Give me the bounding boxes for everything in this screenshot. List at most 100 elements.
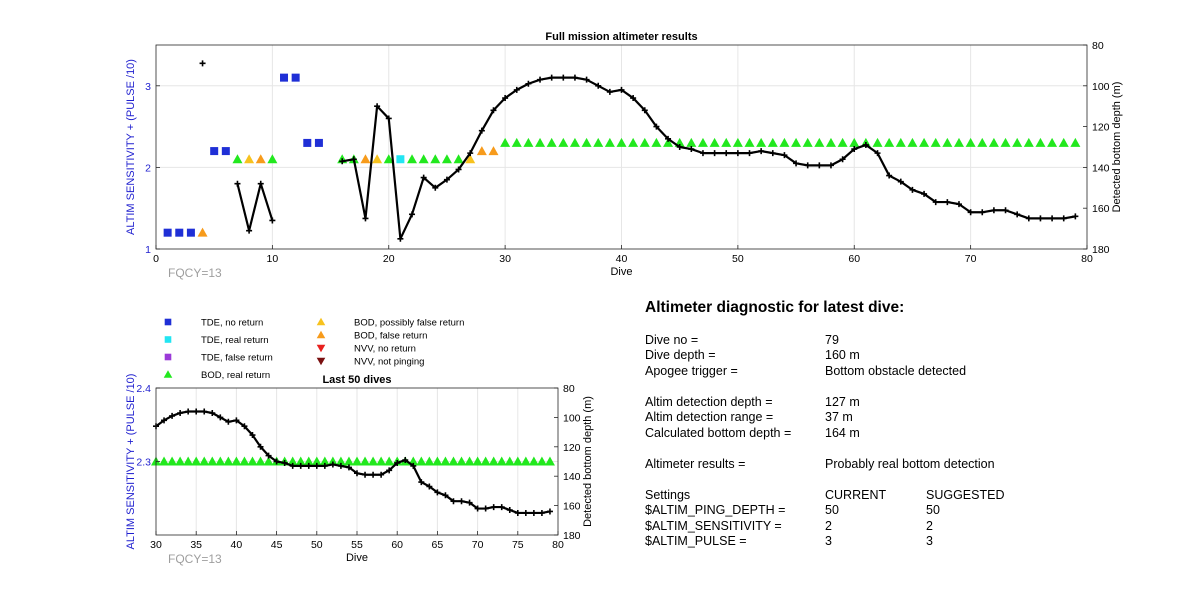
legend-label: TDE, real return (201, 335, 269, 346)
depth-point (1072, 213, 1079, 220)
data-point (849, 137, 860, 147)
detection-range-row: Altim detection range = 37 m (645, 410, 1165, 426)
data-point (895, 137, 906, 147)
depth-point (313, 462, 320, 469)
data-point (616, 137, 627, 147)
legend-item-bod-real-return: BOD, real return (163, 370, 270, 381)
apogee-trigger-label: Apogee trigger = (645, 363, 738, 378)
depth-point (723, 150, 730, 157)
legend-marker-square (164, 336, 172, 343)
data-point (628, 137, 639, 147)
altimeter-results-label: Altimeter results = (645, 456, 746, 471)
depth-point (921, 190, 928, 197)
depth-point (209, 409, 216, 416)
x-tick-label: 10 (267, 253, 279, 265)
legend-label: BOD, false return (354, 331, 427, 342)
x-tick-label: 20 (383, 253, 395, 265)
dive-no-row: Dive no = 79 (645, 333, 1165, 349)
depth-point (851, 146, 858, 153)
depth-point (289, 462, 296, 469)
altimeter-diagnostic-panel: Altimeter diagnostic for latest dive: Di… (645, 300, 1165, 550)
data-point (581, 137, 592, 147)
depth-point (467, 150, 474, 157)
last-50-dives-chart: 30 35 40 45 50 55 60 65 70 75 80 2.3 2.4 80 100 120 140 1… (125, 374, 594, 566)
y-left-tick-label: 3 (145, 81, 151, 93)
depth-point (641, 107, 648, 114)
data-point (384, 456, 395, 466)
data-point (287, 456, 298, 466)
sensitivity-row: $ALTIM_SENSITIVITY = 2 2 (645, 519, 1165, 535)
depth-point (546, 508, 553, 515)
depth-point (374, 103, 381, 110)
data-point (247, 456, 258, 466)
depth-point (530, 509, 537, 516)
chart-title: Last 50 dives (322, 374, 391, 386)
depth-point (442, 492, 449, 499)
depth-point (1049, 215, 1056, 222)
legend-label: BOD, possibly false return (354, 318, 464, 329)
data-point (651, 137, 662, 147)
depth-point (409, 211, 416, 218)
y-right-axis-label: Detected bottom depth (m) (1111, 82, 1123, 213)
data-point (512, 456, 523, 466)
dive-depth-value: 160 m (825, 348, 860, 362)
legend-label: TDE, no return (201, 318, 263, 329)
depth-point (711, 150, 718, 157)
data-point (480, 456, 491, 466)
depth-point (665, 135, 672, 142)
legend-marker-square (164, 353, 172, 361)
data-point (376, 456, 387, 466)
depth-point (897, 178, 904, 185)
depth-point (827, 162, 834, 169)
dive-no-value: 79 (825, 332, 839, 347)
data-point (1047, 137, 1058, 147)
detection-range-label: Altim detection range = (645, 410, 774, 424)
legend-marker-square (164, 318, 172, 326)
depth-point (944, 199, 951, 206)
data-point (232, 154, 243, 164)
data-point (199, 456, 210, 466)
data-point (872, 137, 883, 147)
data-point (175, 228, 184, 237)
data-point (814, 137, 825, 147)
depth-point (1037, 215, 1044, 222)
chart-title: Full mission altimeter results (545, 31, 697, 43)
data-point (453, 154, 464, 164)
y-left-axis-label: ALTIM SENSITIVITY + (PULSE /10) (125, 59, 137, 235)
altimeter-results-value: Probably real bottom detection (825, 456, 995, 471)
detection-depth-value: 127 m (825, 394, 860, 409)
data-point (191, 456, 202, 466)
dive-depth-row: Dive depth = 160 m (645, 348, 1165, 364)
data-point (500, 137, 511, 147)
data-point (335, 456, 346, 466)
depth-point (337, 462, 344, 469)
depth-point (410, 462, 417, 469)
depth-point (234, 180, 241, 187)
fqcy-annotation: FQCY=13 (168, 552, 222, 566)
diagnostic-title: Altimeter diagnostic for latest dive: (645, 299, 905, 316)
data-point (546, 137, 557, 147)
depth-point (781, 152, 788, 159)
data-point (407, 154, 418, 164)
depth-point (676, 144, 683, 150)
depth-point (402, 457, 409, 464)
x-tick-label: 35 (190, 539, 202, 551)
data-point (263, 456, 274, 466)
y-left-tick-label: 2.3 (136, 457, 151, 469)
depth-point (1002, 207, 1009, 214)
depth-point (595, 82, 602, 89)
depth-point (538, 509, 545, 516)
detection-depth-row: Altim detection depth = 127 m (645, 395, 1165, 411)
depth-point (522, 509, 529, 516)
data-point (440, 456, 451, 466)
depth-point (201, 408, 208, 415)
data-point (663, 137, 674, 147)
x-tick-label: 75 (512, 539, 524, 551)
depth-point (257, 180, 264, 187)
depth-point (630, 95, 637, 102)
settings-label: Settings (645, 487, 691, 502)
depth-point (370, 471, 377, 478)
data-point (430, 154, 441, 164)
legend-label: NVV, no return (354, 344, 416, 355)
x-tick-label: 30 (499, 253, 511, 265)
